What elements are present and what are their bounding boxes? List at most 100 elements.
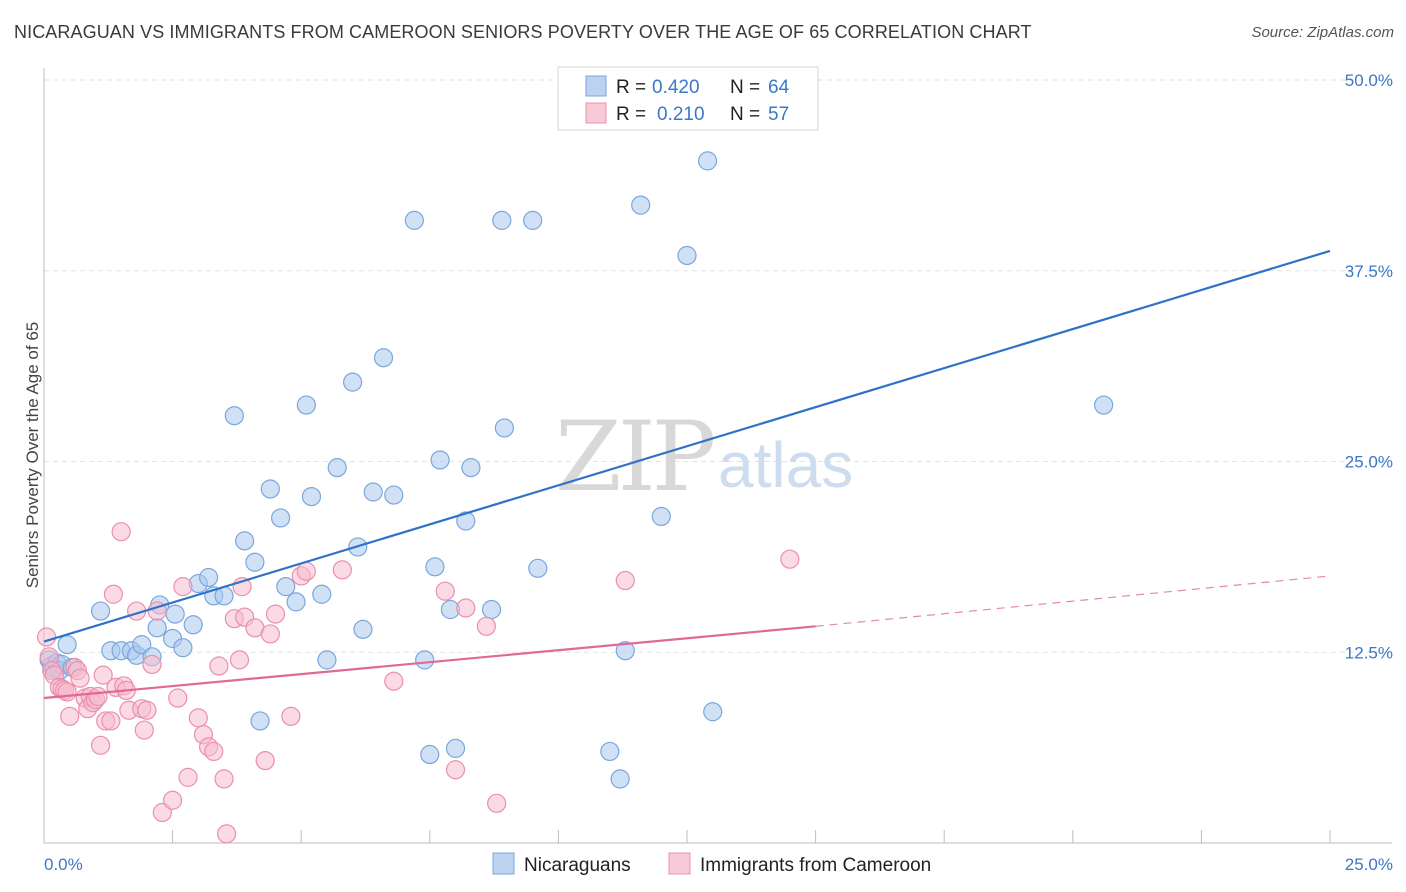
axes	[43, 68, 1392, 844]
point-nicaraguans	[260, 479, 280, 499]
top-legend: R = 0.420 N = 64 R = 0.210 N = 57	[557, 66, 819, 131]
point-nicaraguans	[523, 210, 543, 230]
point-nicaraguans	[600, 741, 620, 762]
trend-lines	[43, 249, 1331, 700]
point-nicaraguans	[456, 511, 476, 531]
point-nicaraguans	[90, 601, 111, 621]
point-cameroon	[101, 711, 121, 731]
point-cameroon	[111, 522, 131, 542]
watermark: ZIP atlas	[555, 401, 853, 513]
point-cameroon	[260, 624, 280, 644]
x-tick-label: 0.0%	[44, 855, 83, 874]
point-nicaraguans	[494, 418, 514, 438]
point-nicaraguans	[57, 635, 77, 655]
point-cameroon	[168, 688, 188, 708]
point-cameroon	[36, 627, 57, 647]
point-cameroon	[445, 760, 466, 780]
y-tick-label: 37.5%	[1345, 262, 1393, 281]
point-nicaraguans	[631, 195, 651, 215]
point-nicaraguans	[481, 599, 502, 620]
bottom-legend: Nicaraguans Immigrants from Cameroon	[492, 852, 931, 876]
point-cameroon	[332, 560, 352, 580]
y-tick-label: 12.5%	[1345, 643, 1393, 662]
point-nicaraguans	[235, 531, 255, 551]
point-nicaraguans	[363, 482, 383, 502]
point-nicaraguans	[224, 406, 244, 426]
point-cameroon	[142, 654, 162, 675]
point-cameroon	[384, 671, 404, 691]
legend-n-value: 64	[768, 77, 790, 98]
point-nicaraguans	[271, 508, 291, 528]
point-cameroon	[214, 769, 234, 789]
point-cameroon	[137, 700, 157, 720]
point-nicaraguans	[327, 458, 347, 478]
point-nicaraguans	[528, 558, 548, 578]
point-cameroon	[178, 767, 198, 787]
point-nicaraguans	[353, 619, 373, 639]
point-nicaraguans	[312, 584, 332, 604]
point-nicaraguans	[183, 615, 203, 635]
legend-swatch-nicaraguans	[585, 75, 607, 97]
point-cameroon	[456, 598, 476, 618]
point-nicaraguans	[173, 638, 193, 658]
point-nicaraguans	[415, 650, 435, 670]
series-cameroon	[36, 522, 800, 844]
point-cameroon	[435, 581, 455, 601]
legend-n-label: N =	[730, 77, 760, 98]
point-nicaraguans	[245, 552, 265, 572]
legend-swatch-cameroon	[585, 102, 607, 124]
point-cameroon	[90, 735, 111, 755]
point-nicaraguans	[445, 738, 466, 758]
watermark-atlas: atlas	[718, 429, 853, 501]
point-nicaraguans	[373, 348, 394, 368]
point-cameroon	[229, 650, 250, 670]
point-nicaraguans	[286, 592, 306, 612]
point-nicaraguans	[317, 650, 337, 670]
point-nicaraguans	[703, 702, 723, 722]
point-cameroon	[281, 706, 301, 726]
point-nicaraguans	[199, 567, 219, 588]
point-cameroon	[134, 720, 154, 740]
point-nicaraguans	[384, 485, 404, 505]
point-nicaraguans	[461, 458, 481, 478]
point-cameroon	[57, 682, 77, 702]
x-tick-labels: 0.0% 25.0%	[44, 855, 1393, 874]
point-cameroon	[173, 577, 193, 597]
x-tick-label: 25.0%	[1345, 855, 1393, 874]
chart-title: NICARAGUAN VS IMMIGRANTS FROM CAMEROON S…	[14, 22, 1032, 42]
point-nicaraguans	[425, 557, 445, 577]
point-nicaraguans	[147, 618, 167, 638]
y-tick-labels: 12.5% 25.0% 37.5% 50.0%	[1345, 71, 1393, 662]
gridlines	[44, 79, 1392, 653]
point-cameroon	[487, 793, 507, 813]
legend-r-label: R =	[616, 77, 646, 98]
legend-n-label: N =	[730, 104, 760, 125]
point-cameroon	[780, 549, 800, 569]
point-cameroon	[163, 790, 183, 810]
point-cameroon	[93, 665, 113, 685]
y-tick-label: 50.0%	[1345, 71, 1393, 90]
point-cameroon	[152, 802, 172, 823]
point-nicaraguans	[615, 641, 635, 661]
point-cameroon	[217, 824, 237, 844]
bottom-legend-label-cameroon: Immigrants from Cameroon	[700, 855, 931, 876]
point-nicaraguans	[296, 395, 316, 415]
point-cameroon	[296, 561, 316, 581]
trend-line-cameroon	[43, 625, 816, 700]
bottom-legend-label-nicaraguans: Nicaraguans	[524, 855, 631, 876]
watermark-zip: ZIP	[555, 401, 714, 513]
point-nicaraguans	[430, 450, 450, 470]
legend-r-value: 0.420	[652, 77, 700, 98]
trend-line-cameroon-extension	[815, 575, 1331, 627]
point-nicaraguans	[301, 486, 322, 507]
point-nicaraguans	[276, 577, 296, 597]
point-nicaraguans	[1094, 395, 1114, 415]
point-cameroon	[255, 750, 275, 771]
point-cameroon	[60, 706, 80, 726]
point-nicaraguans	[651, 506, 671, 527]
point-nicaraguans	[404, 210, 424, 230]
point-nicaraguans	[250, 711, 270, 731]
point-nicaraguans	[610, 769, 630, 789]
bottom-legend-swatch-cameroon	[668, 852, 691, 875]
